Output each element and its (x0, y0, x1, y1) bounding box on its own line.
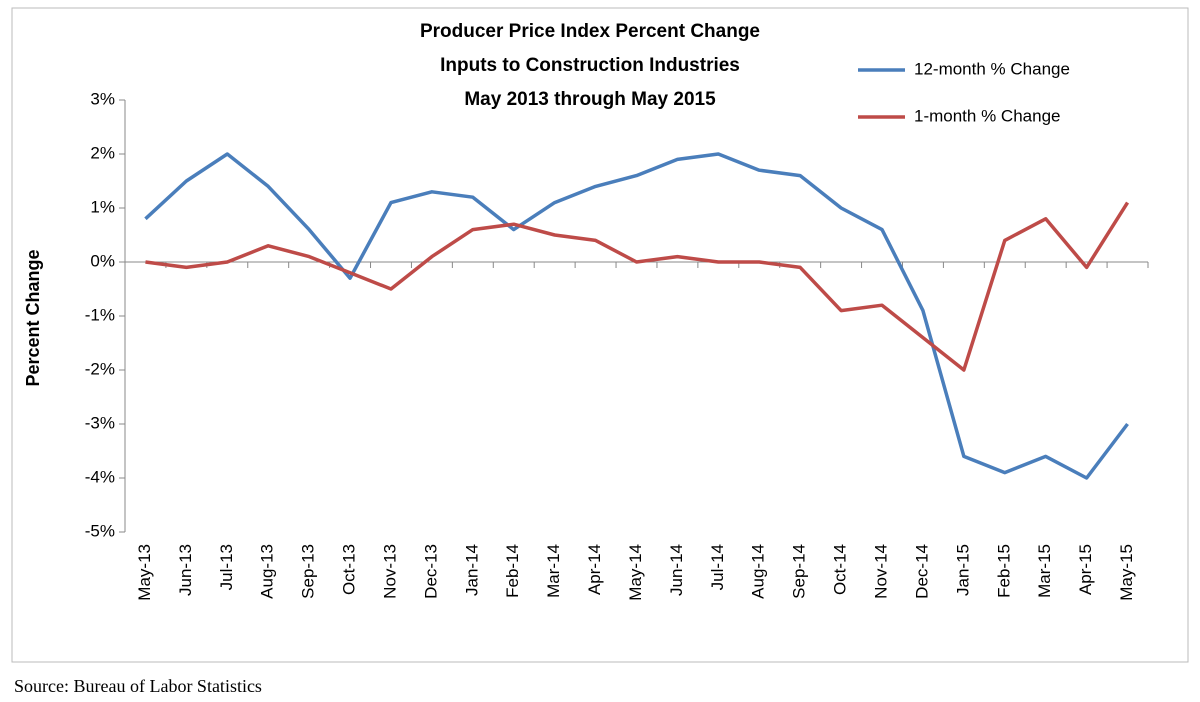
chart-title: Producer Price Index Percent Change (420, 21, 760, 42)
x-tick-label: Nov-13 (380, 544, 399, 599)
series-line (144, 152, 1129, 480)
x-tick-label: Mar-14 (544, 544, 563, 598)
source: Source: Bureau of Labor Statistics (14, 676, 262, 696)
y-tick-label: -4% (85, 467, 115, 486)
y-axis-label: Percent Change (23, 249, 43, 386)
x-tick-label: Sep-14 (790, 544, 809, 599)
legend-label: 12-month % Change (914, 59, 1070, 78)
x-tick-label: Feb-15 (994, 544, 1013, 598)
y-tick-label: -3% (85, 413, 115, 432)
series-line (145, 201, 1130, 372)
chart-title: Inputs to Construction Industries (440, 55, 740, 76)
x-tick-label: Aug-14 (749, 544, 768, 599)
x-tick-label: Oct-13 (340, 544, 359, 595)
x-tick-label: Dec-13 (421, 544, 440, 599)
x-tick-label: Aug-13 (258, 544, 277, 599)
y-tick-label: -1% (85, 305, 115, 324)
x-tick-label: Nov-14 (872, 544, 891, 599)
x-tick-label: Sep-13 (299, 544, 318, 599)
x-tick-label: Jul-13 (217, 544, 236, 590)
chart-border (11, 7, 1189, 663)
chart-title: May 2013 through May 2015 (464, 89, 716, 110)
x-tick-label: Apr-14 (585, 544, 604, 595)
x-tick-label: May-15 (1117, 544, 1136, 601)
x-tick-label: Oct-14 (831, 544, 850, 595)
x-tick-label: May-14 (626, 544, 645, 601)
x-tick-label: Jun-14 (667, 544, 686, 596)
x-tick-label: Jan-14 (462, 544, 481, 596)
x-tick-label: Jul-14 (708, 544, 727, 590)
y-tick-label: 2% (90, 143, 115, 162)
y-tick-label: 0% (90, 251, 115, 270)
x-tick-label: Feb-14 (503, 544, 522, 598)
x-tick-label: Dec-14 (912, 544, 931, 599)
x-tick-label: Mar-15 (1035, 544, 1054, 598)
y-tick-label: 1% (90, 197, 115, 216)
y-tick-label: -2% (85, 359, 115, 378)
y-tick-label: -5% (85, 521, 115, 540)
x-tick-label: Apr-15 (1076, 544, 1095, 595)
x-tick-label: May-13 (135, 544, 154, 601)
x-tick-label: Jun-13 (176, 544, 195, 596)
legend-label: 1-month % Change (914, 106, 1060, 125)
y-tick-label: 3% (90, 89, 115, 108)
x-tick-label: Jan-15 (953, 544, 972, 596)
